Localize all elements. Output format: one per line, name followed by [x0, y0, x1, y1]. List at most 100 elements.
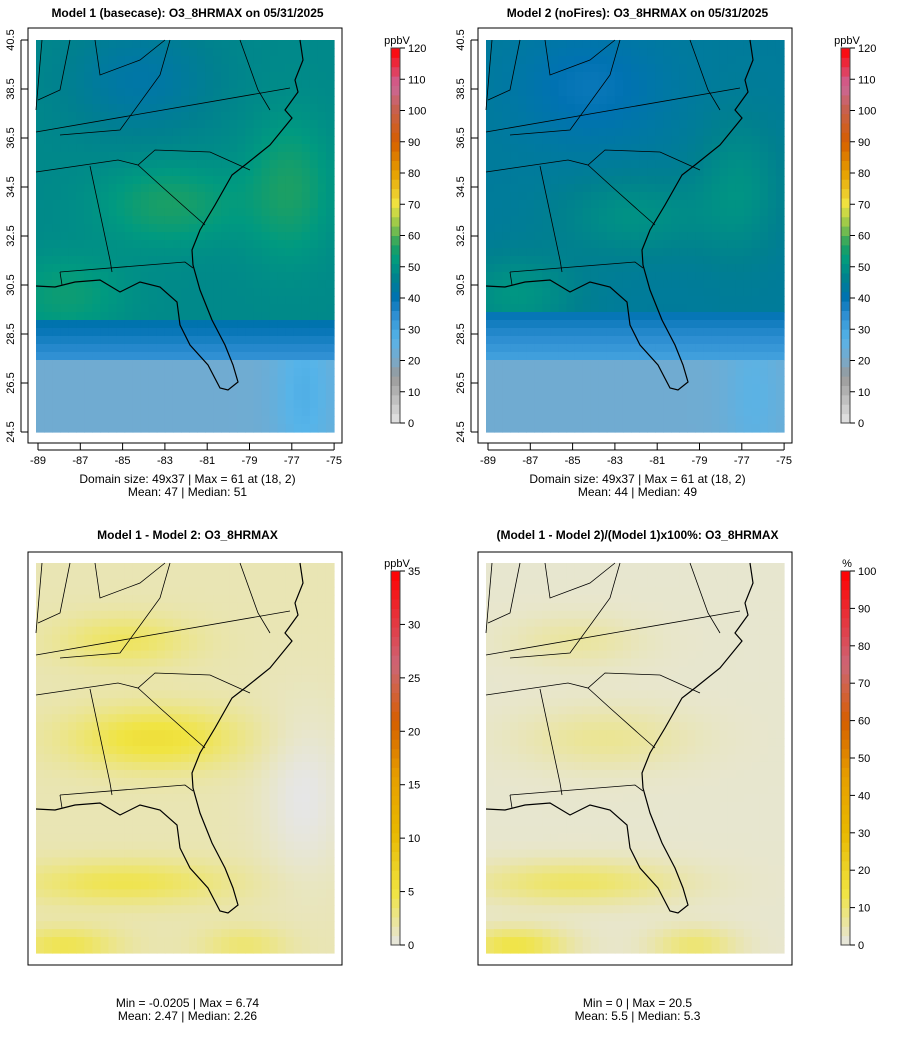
- grid-cell: [534, 264, 543, 273]
- grid-cell: [647, 400, 656, 409]
- colorbar-swatch: [391, 226, 400, 236]
- grid-cell: [148, 320, 158, 329]
- grid-cell: [68, 312, 77, 321]
- grid-cell: [205, 706, 214, 715]
- grid-cell: [156, 256, 166, 265]
- grid-cell: [229, 706, 238, 715]
- grid-cell: [253, 96, 263, 105]
- grid-cell: [172, 112, 182, 121]
- grid-cell: [647, 216, 656, 225]
- grid-cell: [542, 424, 552, 433]
- state-border: [59, 39, 171, 136]
- grid-cell: [84, 200, 93, 209]
- grid-cell: [293, 563, 303, 572]
- grid-cell: [743, 392, 753, 401]
- grid-cell: [759, 152, 769, 161]
- grid-cell: [301, 793, 311, 803]
- grid-cell: [534, 280, 543, 289]
- grid-cell: [277, 272, 287, 281]
- grid-cell: [261, 658, 271, 668]
- grid-cell: [542, 184, 552, 193]
- grid-cell: [100, 48, 110, 57]
- grid-cell: [100, 793, 110, 803]
- grid-cell: [598, 392, 608, 401]
- grid-cell: [197, 416, 206, 425]
- grid-cell: [703, 136, 713, 145]
- grid-cell: [92, 634, 102, 644]
- grid-cell: [44, 288, 53, 297]
- grid-cell: [237, 248, 247, 257]
- grid-cell: [486, 376, 495, 385]
- grid-cell: [164, 360, 174, 369]
- grid-cell: [639, 56, 648, 65]
- grid-cell: [68, 248, 77, 257]
- grid-cell: [164, 642, 174, 652]
- grid-cell: [156, 344, 166, 353]
- grid-cell: [598, 280, 608, 289]
- grid-cell: [108, 208, 118, 217]
- grid-cell: [52, 160, 61, 169]
- grid-cell: [502, 408, 511, 417]
- grid-cell: [735, 312, 745, 321]
- grid-cell: [566, 312, 576, 321]
- grid-cell: [655, 224, 664, 233]
- grid-cell: [502, 296, 511, 305]
- grid-cell: [76, 96, 85, 105]
- grid-cell: [116, 144, 126, 153]
- grid-cell: [100, 40, 110, 49]
- grid-cell: [759, 200, 769, 209]
- grid-cell: [180, 280, 190, 289]
- grid-cell: [486, 232, 495, 241]
- grid-cell: [719, 96, 729, 105]
- grid-cell: [245, 104, 255, 113]
- grid-cell: [647, 152, 656, 161]
- grid-cell: [574, 208, 584, 217]
- grid-cell: [630, 200, 640, 209]
- grid-cell: [148, 610, 158, 620]
- grid-cell: [663, 400, 672, 409]
- grid-cell: [703, 128, 713, 137]
- grid-cell: [285, 602, 295, 612]
- grid-cell: [140, 224, 150, 233]
- grid-cell: [172, 136, 182, 145]
- grid-cell: [502, 48, 511, 57]
- grid-cell: [148, 288, 158, 297]
- grid-cell: [775, 232, 785, 241]
- grid-cell: [60, 312, 69, 321]
- grid-cell: [197, 128, 206, 137]
- grid-cell: [285, 658, 295, 668]
- grid-cell: [566, 152, 576, 161]
- grid-cell: [269, 80, 279, 89]
- grid-cell: [502, 216, 511, 225]
- grid-cell: [52, 793, 61, 803]
- grid-cell: [735, 160, 745, 169]
- grid-cell: [558, 312, 568, 321]
- grid-cell: [116, 626, 126, 636]
- grid-cell: [76, 288, 85, 297]
- grid-cell: [301, 312, 311, 321]
- grid-cell: [221, 288, 230, 297]
- grid-cell: [269, 730, 279, 739]
- grid-cell: [76, 328, 85, 337]
- grid-cell: [566, 224, 576, 233]
- grid-cell: [197, 563, 206, 572]
- grid-cell: [743, 400, 753, 409]
- colorbar-tick-label: 120: [858, 43, 876, 55]
- grid-cell: [253, 80, 263, 89]
- grid-cell: [140, 240, 150, 249]
- grid-cell: [630, 272, 640, 281]
- grid-cell: [205, 224, 214, 233]
- grid-cell: [92, 360, 102, 369]
- grid-cell: [614, 376, 624, 385]
- grid-cell: [285, 769, 295, 779]
- grid-cell: [172, 240, 182, 249]
- grid-cell: [237, 400, 247, 409]
- grid-cell: [582, 224, 592, 233]
- grid-cell: [205, 570, 214, 580]
- grid-cell: [647, 208, 656, 217]
- grid-cell: [751, 368, 761, 377]
- grid-cell: [590, 104, 600, 113]
- grid-cell: [526, 384, 535, 393]
- grid-cell: [205, 416, 214, 425]
